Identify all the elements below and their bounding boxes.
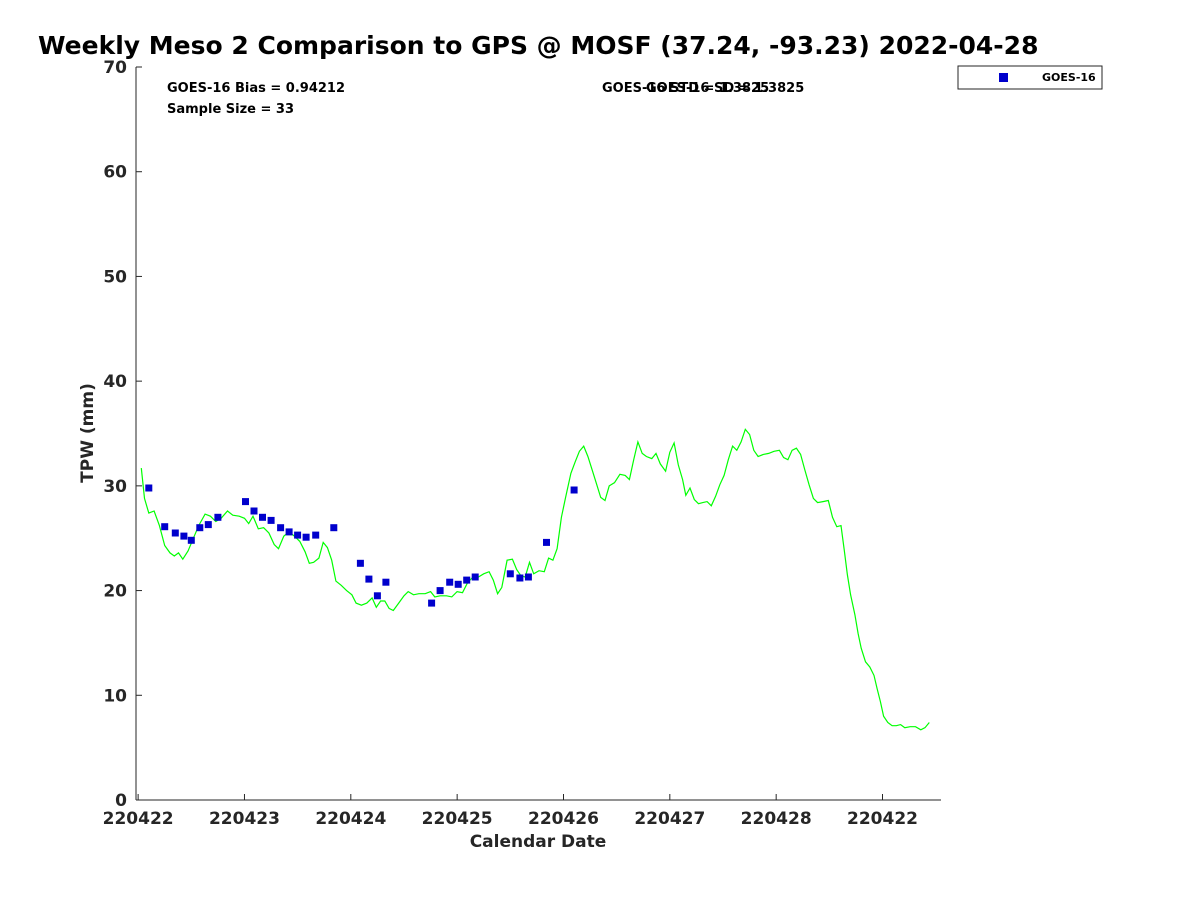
goes-16-point [250, 507, 258, 515]
goes-16-point [161, 523, 169, 531]
y-axis-label: TPW (mm) [78, 383, 98, 483]
goes-16-point [285, 528, 293, 536]
y-tick-label: 0 [115, 791, 127, 811]
legend-goes-16-label: GOES-16 [1042, 71, 1096, 84]
y-tick-label: 40 [103, 372, 127, 392]
x-tick-label: 220426 [528, 809, 599, 829]
y-tick-label: 20 [103, 582, 127, 602]
sample-size-annotation: Sample Size = 33 [167, 102, 294, 117]
goes-16-point [204, 521, 212, 529]
bias-annotation: GOES-16 Bias = 0.94212 [167, 81, 345, 96]
goes-16-point [242, 498, 249, 506]
x-tick-label: 220428 [741, 809, 812, 829]
y-axis-ticks: 0 10 20 30 40 50 60 70 [103, 58, 142, 811]
gps-series [140, 428, 930, 731]
goes-16-point [180, 532, 188, 540]
goes-16-point [302, 533, 310, 541]
goes-16-point [214, 513, 222, 521]
goes-16-point [382, 578, 390, 586]
goes-16-point [330, 524, 338, 532]
y-tick-label: 10 [103, 686, 127, 706]
x-tick-label: 220425 [422, 809, 493, 829]
x-axis-label: Calendar Date [470, 832, 607, 852]
goes-16-point [277, 524, 285, 532]
std-annotation-a: GOES-16 STD = 1.3825 [602, 81, 769, 96]
goes-16-point [516, 574, 524, 582]
goes-16-point [267, 516, 275, 524]
goes-16-point [436, 587, 444, 595]
y-tick-label: 50 [103, 267, 127, 287]
legend: GOES-16 [957, 65, 1103, 90]
gps-line [140, 428, 930, 731]
goes-16-point [356, 559, 364, 567]
goes-16-point [454, 580, 462, 588]
goes-16-point [171, 529, 179, 537]
goes-16-point [570, 486, 578, 494]
goes-16-point [145, 484, 153, 492]
x-tick-label: 220422 [847, 809, 918, 829]
chart-title: Weekly Meso 2 Comparison to GPS @ MOSF (… [38, 31, 1038, 60]
goes-16-series [145, 484, 578, 607]
goes-16-point [446, 578, 454, 586]
y-tick-label: 30 [103, 477, 127, 497]
x-tick-label: 220423 [209, 809, 280, 829]
x-tick-label: 220422 [103, 809, 174, 829]
goes-16-point [187, 536, 195, 544]
goes-16-point [259, 513, 266, 521]
goes-16-point [312, 531, 320, 539]
goes-16-point [428, 599, 436, 607]
goes-16-point [373, 592, 381, 600]
goes-16-point [543, 538, 550, 546]
goes-16-point [196, 524, 204, 532]
goes-16-point [294, 531, 302, 539]
std-annotation-b: GOES-16 SD = 1.3825 [646, 81, 804, 96]
goes-16-point [365, 575, 373, 583]
x-axis-ticks: 220422 220423 220424 220425 220426 220427 2204… [103, 794, 918, 829]
y-tick-label: 70 [103, 58, 127, 78]
plot-background [136, 67, 941, 800]
goes-16-point [471, 573, 479, 581]
y-tick-label: 60 [103, 163, 127, 183]
goes-16-point [463, 576, 471, 584]
x-tick-label: 220424 [315, 809, 386, 829]
goes-16-point [506, 570, 514, 578]
legend-box [957, 65, 1103, 90]
plot-area: 0 10 20 30 40 50 60 70 220422 220423 220424 220425… [103, 58, 941, 829]
legend-goes-16-marker [999, 73, 1008, 82]
x-tick-label: 220427 [634, 809, 705, 829]
goes-16-point [524, 573, 532, 581]
